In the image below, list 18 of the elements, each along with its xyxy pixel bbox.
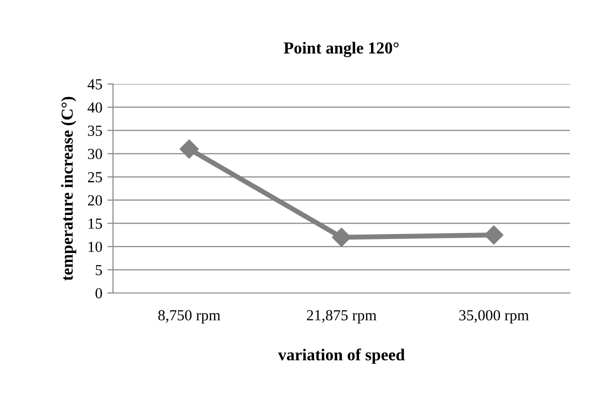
- x-axis-title: variation of speed: [278, 348, 405, 364]
- x-tick-label: 35,000 rpm: [459, 310, 529, 324]
- y-tick-label: 0: [96, 288, 102, 298]
- y-tick-label: 15: [88, 218, 102, 229]
- y-tick-label: 25: [88, 172, 102, 182]
- y-tick-label: 45: [88, 79, 102, 90]
- y-tick-label: 5: [96, 265, 102, 276]
- y-tick-label: 20: [88, 195, 102, 206]
- y-tick-label: 40: [88, 102, 102, 113]
- x-tick-label: 21,875 rpm: [306, 310, 376, 324]
- point: [484, 225, 504, 244]
- point: [180, 139, 199, 159]
- y-axis-title: temperature increase (C°): [61, 96, 76, 281]
- x-tick-label: 8,750 rpm: [158, 310, 220, 324]
- chart-title: Point angle 120°: [284, 42, 399, 58]
- y-tick-label: 30: [88, 148, 102, 160]
- y-tick-label: 35: [88, 126, 102, 136]
- y-tick-label: 10: [88, 242, 102, 252]
